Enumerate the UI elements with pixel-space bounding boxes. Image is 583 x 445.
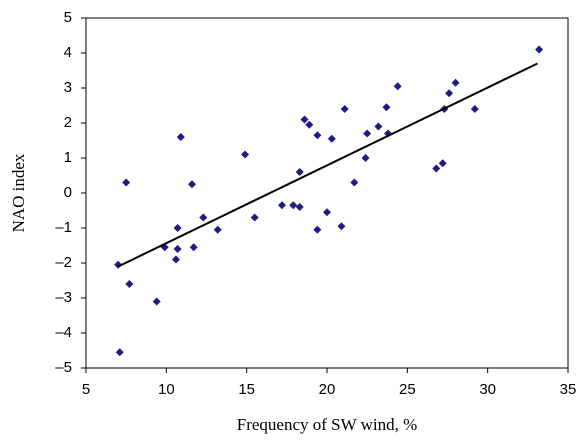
y-tick-label: 3 (64, 79, 72, 96)
y-tick-label: 0 (64, 184, 72, 201)
y-tick-label: –4 (55, 324, 72, 341)
data-point (213, 225, 222, 234)
x-tick-label: 20 (319, 381, 336, 398)
y-axis-label: NAO index (9, 153, 28, 232)
data-point (313, 131, 322, 140)
x-tick-label: 35 (560, 381, 577, 398)
data-point (374, 122, 383, 131)
data-point (295, 168, 304, 176)
data-point (323, 208, 331, 217)
y-tick-label: –5 (55, 359, 72, 376)
data-point (313, 225, 322, 234)
data-point (382, 103, 391, 112)
data-point (432, 164, 441, 173)
data-point (289, 201, 298, 210)
x-tick-label: 15 (238, 381, 255, 398)
data-point (300, 115, 309, 124)
x-tick-label: 10 (158, 381, 175, 398)
data-point (438, 159, 447, 168)
data-point (122, 178, 131, 187)
data-point (327, 134, 336, 143)
x-axis-label: Frequency of SW wind, % (237, 415, 418, 434)
x-tick-label: 25 (399, 381, 416, 398)
data-point (176, 133, 185, 141)
data-point (337, 222, 346, 231)
data-point (125, 280, 134, 288)
data-point (350, 178, 359, 187)
plot-frame (85, 17, 569, 369)
trend-line (117, 62, 538, 268)
data-point (114, 260, 123, 269)
data-point (451, 78, 460, 87)
data-point (393, 82, 402, 91)
x-tick-label: 5 (82, 381, 90, 398)
data-point (189, 243, 198, 252)
data-point (535, 45, 544, 54)
data-point (173, 224, 182, 232)
data-point (188, 180, 197, 189)
data-point (115, 348, 124, 357)
y-tick-label: –3 (55, 289, 72, 306)
data-point (361, 154, 370, 162)
data-point (340, 105, 349, 113)
data-point (171, 255, 180, 264)
data-point (241, 150, 250, 159)
data-point (152, 297, 161, 306)
data-point (278, 201, 287, 210)
x-tick-label: 30 (479, 381, 496, 398)
data-point (305, 120, 314, 129)
y-tick-label: 4 (64, 44, 72, 61)
y-tick-label: –1 (55, 219, 72, 236)
y-tick-label: –2 (55, 254, 72, 271)
data-point (295, 203, 304, 211)
y-tick-label: 2 (64, 114, 72, 131)
data-point (445, 89, 454, 98)
data-point (250, 213, 259, 222)
y-tick-label: 5 (64, 9, 72, 26)
data-point (199, 213, 208, 222)
y-tick-label: 1 (64, 149, 72, 166)
data-point (470, 105, 479, 113)
data-point (363, 129, 372, 138)
data-point (173, 245, 182, 253)
